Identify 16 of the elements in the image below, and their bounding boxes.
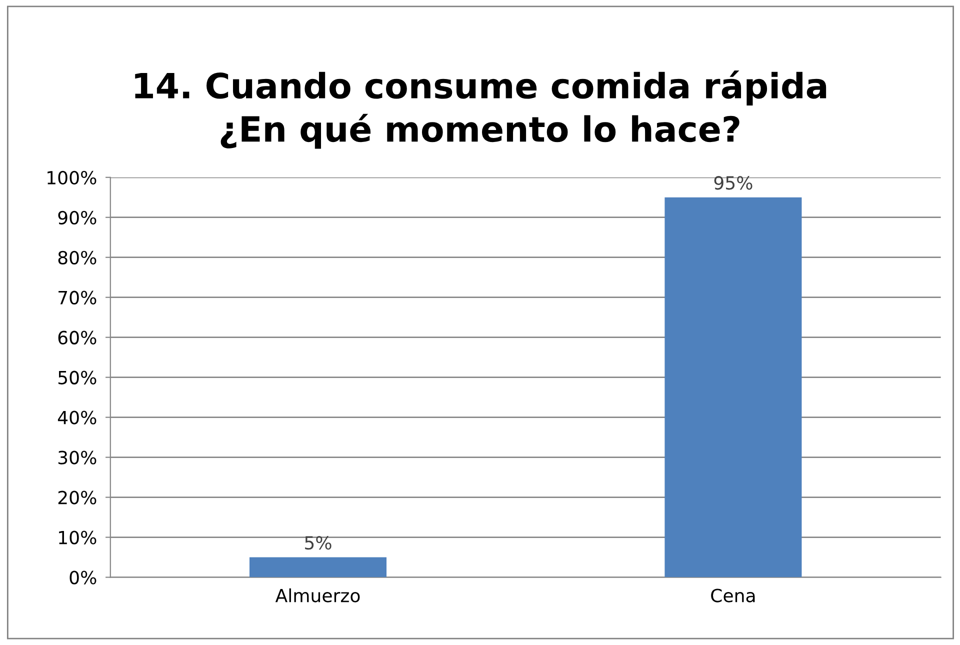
y-tick-label: 70% — [58, 290, 96, 304]
y-tick-label: 0% — [70, 570, 96, 584]
chart-title: 14. Cuando consume comida rápida ¿En qué momento lo hace? — [135, 70, 826, 149]
y-tick-label: 60% — [58, 330, 96, 344]
x-tick-label: Almuerzo — [275, 588, 360, 602]
y-tick-label: 20% — [58, 490, 96, 504]
y-tick-label: 90% — [58, 210, 96, 224]
y-tick-label: 80% — [58, 250, 96, 264]
data-label: 95% — [714, 176, 752, 190]
y-tick-label: 10% — [59, 530, 96, 544]
data-label: 5% — [305, 536, 332, 550]
y-tick-label: 50% — [58, 370, 96, 384]
y-tick-label: 100% — [48, 170, 96, 184]
y-tick-label: 30% — [58, 450, 96, 464]
x-tick-label: Cena — [711, 588, 755, 602]
y-tick-label: 40% — [58, 410, 96, 424]
